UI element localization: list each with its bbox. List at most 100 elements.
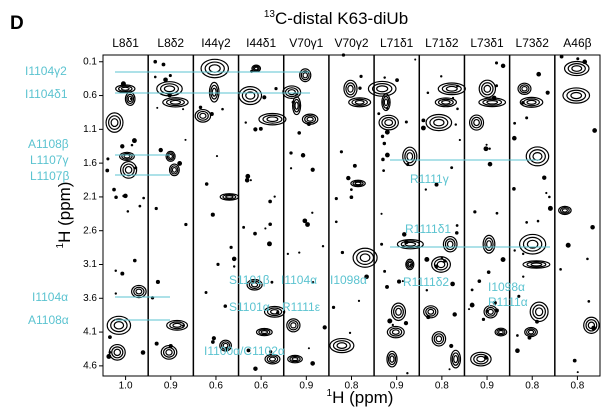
contour xyxy=(562,87,591,104)
contour xyxy=(433,333,445,345)
y-tick-label: 3.1 xyxy=(83,259,97,270)
contour xyxy=(396,239,424,250)
contour-dot xyxy=(424,256,430,262)
peak-annotation: R1111α xyxy=(488,295,528,309)
strip-label: L8δ1 xyxy=(112,36,139,50)
contour xyxy=(444,238,456,251)
strip-label: I44δ1 xyxy=(246,36,276,50)
contour-dot xyxy=(483,146,489,152)
contour-dot xyxy=(486,270,491,274)
contour xyxy=(208,64,221,73)
peak-annotation: R1111γ xyxy=(410,172,449,186)
contour xyxy=(210,84,219,100)
contour xyxy=(435,335,443,343)
contour xyxy=(481,82,494,96)
contour xyxy=(241,88,259,103)
contour-dot xyxy=(382,169,385,173)
contour-dot xyxy=(406,162,410,167)
contour-dot xyxy=(384,152,390,158)
contour-dot xyxy=(586,257,589,261)
contour-dot xyxy=(210,212,215,217)
contour xyxy=(381,93,391,112)
contour-dot xyxy=(273,195,276,198)
contour-dot xyxy=(310,361,315,366)
contour-dot xyxy=(402,232,407,237)
contour xyxy=(585,319,598,332)
contour-dot xyxy=(358,86,362,90)
contour-dot xyxy=(153,59,158,64)
contour-dot xyxy=(184,222,188,227)
contour-dot xyxy=(406,372,409,375)
contour-dot xyxy=(491,95,497,101)
x-axis-label: 1H (ppm) xyxy=(327,388,394,408)
contour xyxy=(166,319,189,331)
contour-dot xyxy=(517,294,521,298)
contour xyxy=(476,355,486,363)
contour xyxy=(253,66,259,71)
contour xyxy=(291,96,302,116)
contour-dot xyxy=(321,244,325,248)
contour-dot xyxy=(163,77,168,83)
contour-dot xyxy=(420,125,426,131)
peak-annotation: A1108β xyxy=(28,137,69,151)
contour-dot xyxy=(516,334,519,337)
contour-dot xyxy=(590,225,595,230)
contour xyxy=(433,118,445,127)
y-tick-label: 0.6 xyxy=(83,90,97,101)
contour xyxy=(482,98,503,106)
title-superscript: 13 xyxy=(264,9,276,20)
contour xyxy=(470,351,492,367)
contour xyxy=(252,65,260,72)
contour xyxy=(534,307,544,317)
contour xyxy=(250,282,259,288)
contour xyxy=(583,316,600,334)
contour xyxy=(566,89,587,102)
contour-dot xyxy=(424,188,427,191)
contour xyxy=(570,91,583,100)
contour-dot xyxy=(380,134,385,139)
contour-dot xyxy=(456,84,459,88)
contour-dot xyxy=(451,96,455,100)
contour-dot xyxy=(120,81,126,87)
contour-dot xyxy=(513,121,517,125)
contour-dot xyxy=(545,191,548,195)
x-tick-label: 0.6 xyxy=(254,381,268,392)
contour-dot xyxy=(414,58,417,61)
contour xyxy=(518,233,547,255)
contour xyxy=(395,307,402,316)
peak-annotation: L1107γ xyxy=(30,153,68,167)
contour-dot xyxy=(477,279,482,283)
contour-dot xyxy=(513,249,516,252)
contour xyxy=(282,85,302,99)
contour xyxy=(378,114,399,131)
contour-dot xyxy=(120,144,125,149)
contour xyxy=(519,84,530,94)
contour xyxy=(530,262,543,267)
contour-dot xyxy=(385,284,389,289)
contour-dot xyxy=(140,350,146,355)
contour-dot xyxy=(545,90,550,95)
contour xyxy=(119,151,135,162)
contour-dot xyxy=(211,340,215,344)
contour-dot xyxy=(382,141,387,146)
contour-dot xyxy=(245,173,251,179)
contour-dot xyxy=(268,199,272,204)
contour xyxy=(284,87,299,98)
contour-dot xyxy=(395,78,399,83)
y-tick-label: 3.6 xyxy=(83,293,97,304)
contour xyxy=(487,308,494,315)
x-tick-label: 0.6 xyxy=(209,381,223,392)
contour-dot xyxy=(346,175,351,181)
contour-dot xyxy=(559,268,562,271)
contour-dot xyxy=(211,336,216,341)
peak-annotation: R1111δ1 xyxy=(405,222,451,236)
contour xyxy=(559,206,570,214)
contour-dot xyxy=(494,61,499,65)
contour xyxy=(532,152,543,161)
contour-dot xyxy=(587,300,591,303)
contour-dot xyxy=(403,320,409,326)
contour xyxy=(111,346,124,359)
contour-dot xyxy=(421,118,426,123)
contour xyxy=(264,353,281,365)
